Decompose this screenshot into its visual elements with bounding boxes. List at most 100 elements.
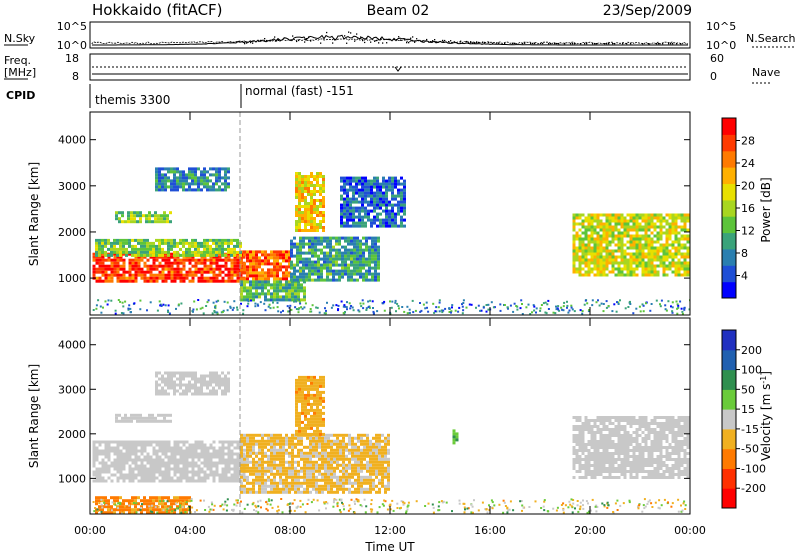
noise-point (266, 39, 268, 42)
heatmap-cell (291, 451, 294, 455)
heatmap-cell (572, 258, 576, 262)
heatmap-cell (310, 375, 313, 379)
heatmap-cell (304, 196, 307, 199)
heatmap-cell (182, 188, 185, 192)
heatmap-cell (308, 257, 311, 261)
heatmap-cell (252, 271, 255, 275)
heatmap-cell (261, 460, 264, 464)
heatmap-cell (173, 386, 176, 390)
heatmap-cell (309, 463, 312, 467)
heatmap-cell (261, 469, 264, 473)
heatmap-cell (113, 449, 117, 453)
heatmap-cell (659, 213, 663, 217)
heatmap-cell (285, 271, 288, 275)
heatmap-cell (212, 377, 215, 381)
heatmap-cell (314, 242, 317, 246)
heatmap-cell (203, 276, 207, 280)
heatmap-cell (197, 455, 201, 459)
heatmap-cell (258, 271, 261, 275)
heatmap-cell (650, 267, 654, 271)
heatmap-cell (212, 473, 216, 477)
heatmap-cell (167, 464, 171, 468)
heatmap-cell (149, 279, 153, 283)
heatmap-cell (308, 251, 311, 255)
heatmap-cell (161, 185, 164, 189)
heatmap-cell (296, 275, 299, 279)
heatmap-cell (626, 264, 630, 268)
heatmap-cell (671, 228, 675, 232)
heatmap-cell (279, 268, 282, 272)
heatmap-cell (194, 247, 197, 251)
heatmap-cell (358, 182, 361, 186)
heatmap-cell (403, 191, 406, 195)
heatmap-cell (185, 270, 189, 274)
heatmap-cell (403, 224, 406, 228)
heatmap-cell (236, 308, 239, 311)
heatmap-cell (369, 466, 372, 470)
heatmap-cell (572, 249, 576, 253)
heatmap-cell (116, 455, 120, 459)
heatmap-cell (394, 182, 397, 186)
heatmap-cell (632, 237, 636, 241)
heatmap-cell (371, 266, 374, 270)
heatmap-cell (626, 213, 630, 217)
heatmap-cell (372, 307, 374, 309)
heatmap-cell (358, 188, 361, 192)
heatmap-cell (233, 273, 237, 277)
heatmap-cell (578, 222, 582, 226)
heatmap-cell (188, 176, 191, 180)
heatmap-cell (322, 199, 325, 202)
heatmap-cell (291, 469, 294, 473)
heatmap-cell (614, 225, 618, 229)
heatmap-cell (326, 278, 329, 282)
heatmap-cell (367, 182, 370, 186)
heatmap-cell (385, 203, 388, 207)
heatmap-cell (641, 243, 645, 247)
heatmap-cell (677, 240, 681, 244)
heatmap-cell (322, 181, 325, 184)
heatmap-cell (295, 205, 298, 208)
heatmap-cell (173, 374, 176, 378)
heatmap-cell (194, 479, 198, 483)
heatmap-cell (290, 239, 293, 243)
heatmap-cell (221, 470, 225, 474)
heatmap-cell (373, 215, 376, 219)
heatmap-cell (95, 267, 99, 271)
heatmap-cell (276, 439, 279, 443)
heatmap-cell (397, 209, 400, 213)
heatmap-cell (400, 182, 403, 186)
heatmap-cell (194, 389, 197, 393)
heatmap-cell (230, 458, 234, 462)
heatmap-cell (155, 279, 159, 283)
heatmap-cell (373, 197, 376, 201)
heatmap-cell (345, 433, 348, 437)
heatmap-cell (227, 238, 230, 242)
heatmap-cell (406, 305, 409, 308)
heatmap-cell (312, 469, 315, 473)
heatmap-cell (614, 255, 618, 259)
heatmap-cell (340, 203, 343, 207)
heatmap-cell (307, 396, 310, 400)
heatmap-cell (671, 225, 675, 229)
heatmap-cell (341, 251, 344, 255)
heatmap-cell (270, 448, 273, 452)
heatmap-cell (379, 197, 382, 201)
heatmap-cell (605, 237, 609, 241)
heatmap-cell (149, 476, 153, 480)
heatmap-cell (173, 452, 177, 456)
heatmap-cell (590, 246, 594, 250)
heatmap-cell (276, 466, 279, 470)
heatmap-cell (376, 200, 379, 204)
heatmap-cell (279, 490, 282, 494)
heatmap-cell (296, 263, 299, 267)
heatmap-cell (656, 264, 660, 268)
heatmap-cell (200, 476, 204, 480)
heatmap-cell (507, 307, 509, 310)
heatmap-cell (279, 253, 282, 257)
heatmap-cell (246, 271, 249, 275)
heatmap-cell (110, 479, 114, 483)
heatmap-cell (301, 184, 304, 187)
heatmap-cell (221, 167, 224, 171)
heatmap-cell (95, 449, 99, 453)
heatmap-cell (379, 203, 382, 207)
